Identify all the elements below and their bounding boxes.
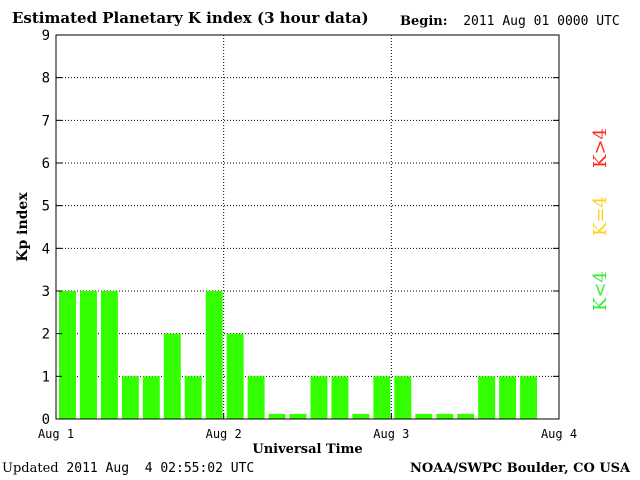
kp-bar — [520, 376, 538, 419]
kp-bar — [394, 376, 412, 419]
kp-bar — [247, 376, 265, 419]
kp-bar — [352, 413, 370, 419]
x-axis-label: Universal Time — [252, 442, 362, 457]
kp-bar — [121, 376, 139, 419]
kp-bar — [268, 413, 286, 419]
y-tick-label: 8 — [42, 71, 50, 87]
kp-bar — [415, 413, 433, 419]
kp-bar — [59, 291, 76, 419]
kp-bar — [478, 376, 496, 419]
credit-text: NOAA/SWPC Boulder, CO USA — [410, 461, 631, 476]
kp-bar — [373, 376, 391, 419]
kp-bar — [100, 291, 118, 419]
legend-low: K<4 — [590, 271, 611, 311]
y-tick-label: 1 — [42, 369, 50, 385]
kp-bar — [142, 376, 160, 419]
y-tick-label: 0 — [42, 412, 50, 428]
x-tick-label: Aug 2 — [206, 427, 242, 441]
updated-label: Updated — [2, 461, 59, 476]
kp-bar — [163, 333, 181, 419]
begin-info: Begin: 2011 Aug 01 0000 UTC — [400, 14, 620, 29]
kp-bar — [205, 291, 223, 419]
y-tick-label: 6 — [42, 156, 50, 172]
x-tick-label: Aug 4 — [541, 427, 577, 441]
kp-bar — [79, 291, 97, 419]
kp-bar — [184, 376, 202, 419]
kp-bar — [499, 376, 517, 419]
y-tick-label: 5 — [42, 199, 50, 215]
kp-bar — [436, 413, 454, 419]
chart-title: Estimated Planetary K index (3 hour data… — [12, 9, 369, 27]
x-tick-label: Aug 1 — [38, 427, 74, 441]
y-tick-label: 2 — [42, 327, 50, 343]
updated-info: Updated 2011 Aug 4 02:55:02 UTC — [2, 461, 254, 476]
begin-value: 2011 Aug 01 0000 UTC — [463, 14, 620, 29]
legend-high: K>4 — [590, 128, 611, 168]
kp-bar — [289, 413, 307, 419]
legend-mid: K=4 — [590, 196, 611, 236]
y-tick-label: 4 — [42, 241, 50, 257]
begin-label: Begin: — [400, 14, 448, 29]
kp-bar — [310, 376, 328, 419]
kp-bar — [457, 413, 475, 419]
y-tick-label: 3 — [42, 284, 50, 300]
kp-bar — [226, 333, 244, 419]
y-axis-label: Kp index — [15, 192, 31, 262]
y-tick-label: 7 — [42, 113, 50, 129]
kp-bar — [331, 376, 349, 419]
updated-value: 2011 Aug 4 02:55:02 UTC — [66, 461, 255, 476]
x-tick-label: Aug 3 — [373, 427, 409, 441]
plot-frame — [55, 34, 560, 420]
y-tick-label: 9 — [42, 28, 50, 44]
